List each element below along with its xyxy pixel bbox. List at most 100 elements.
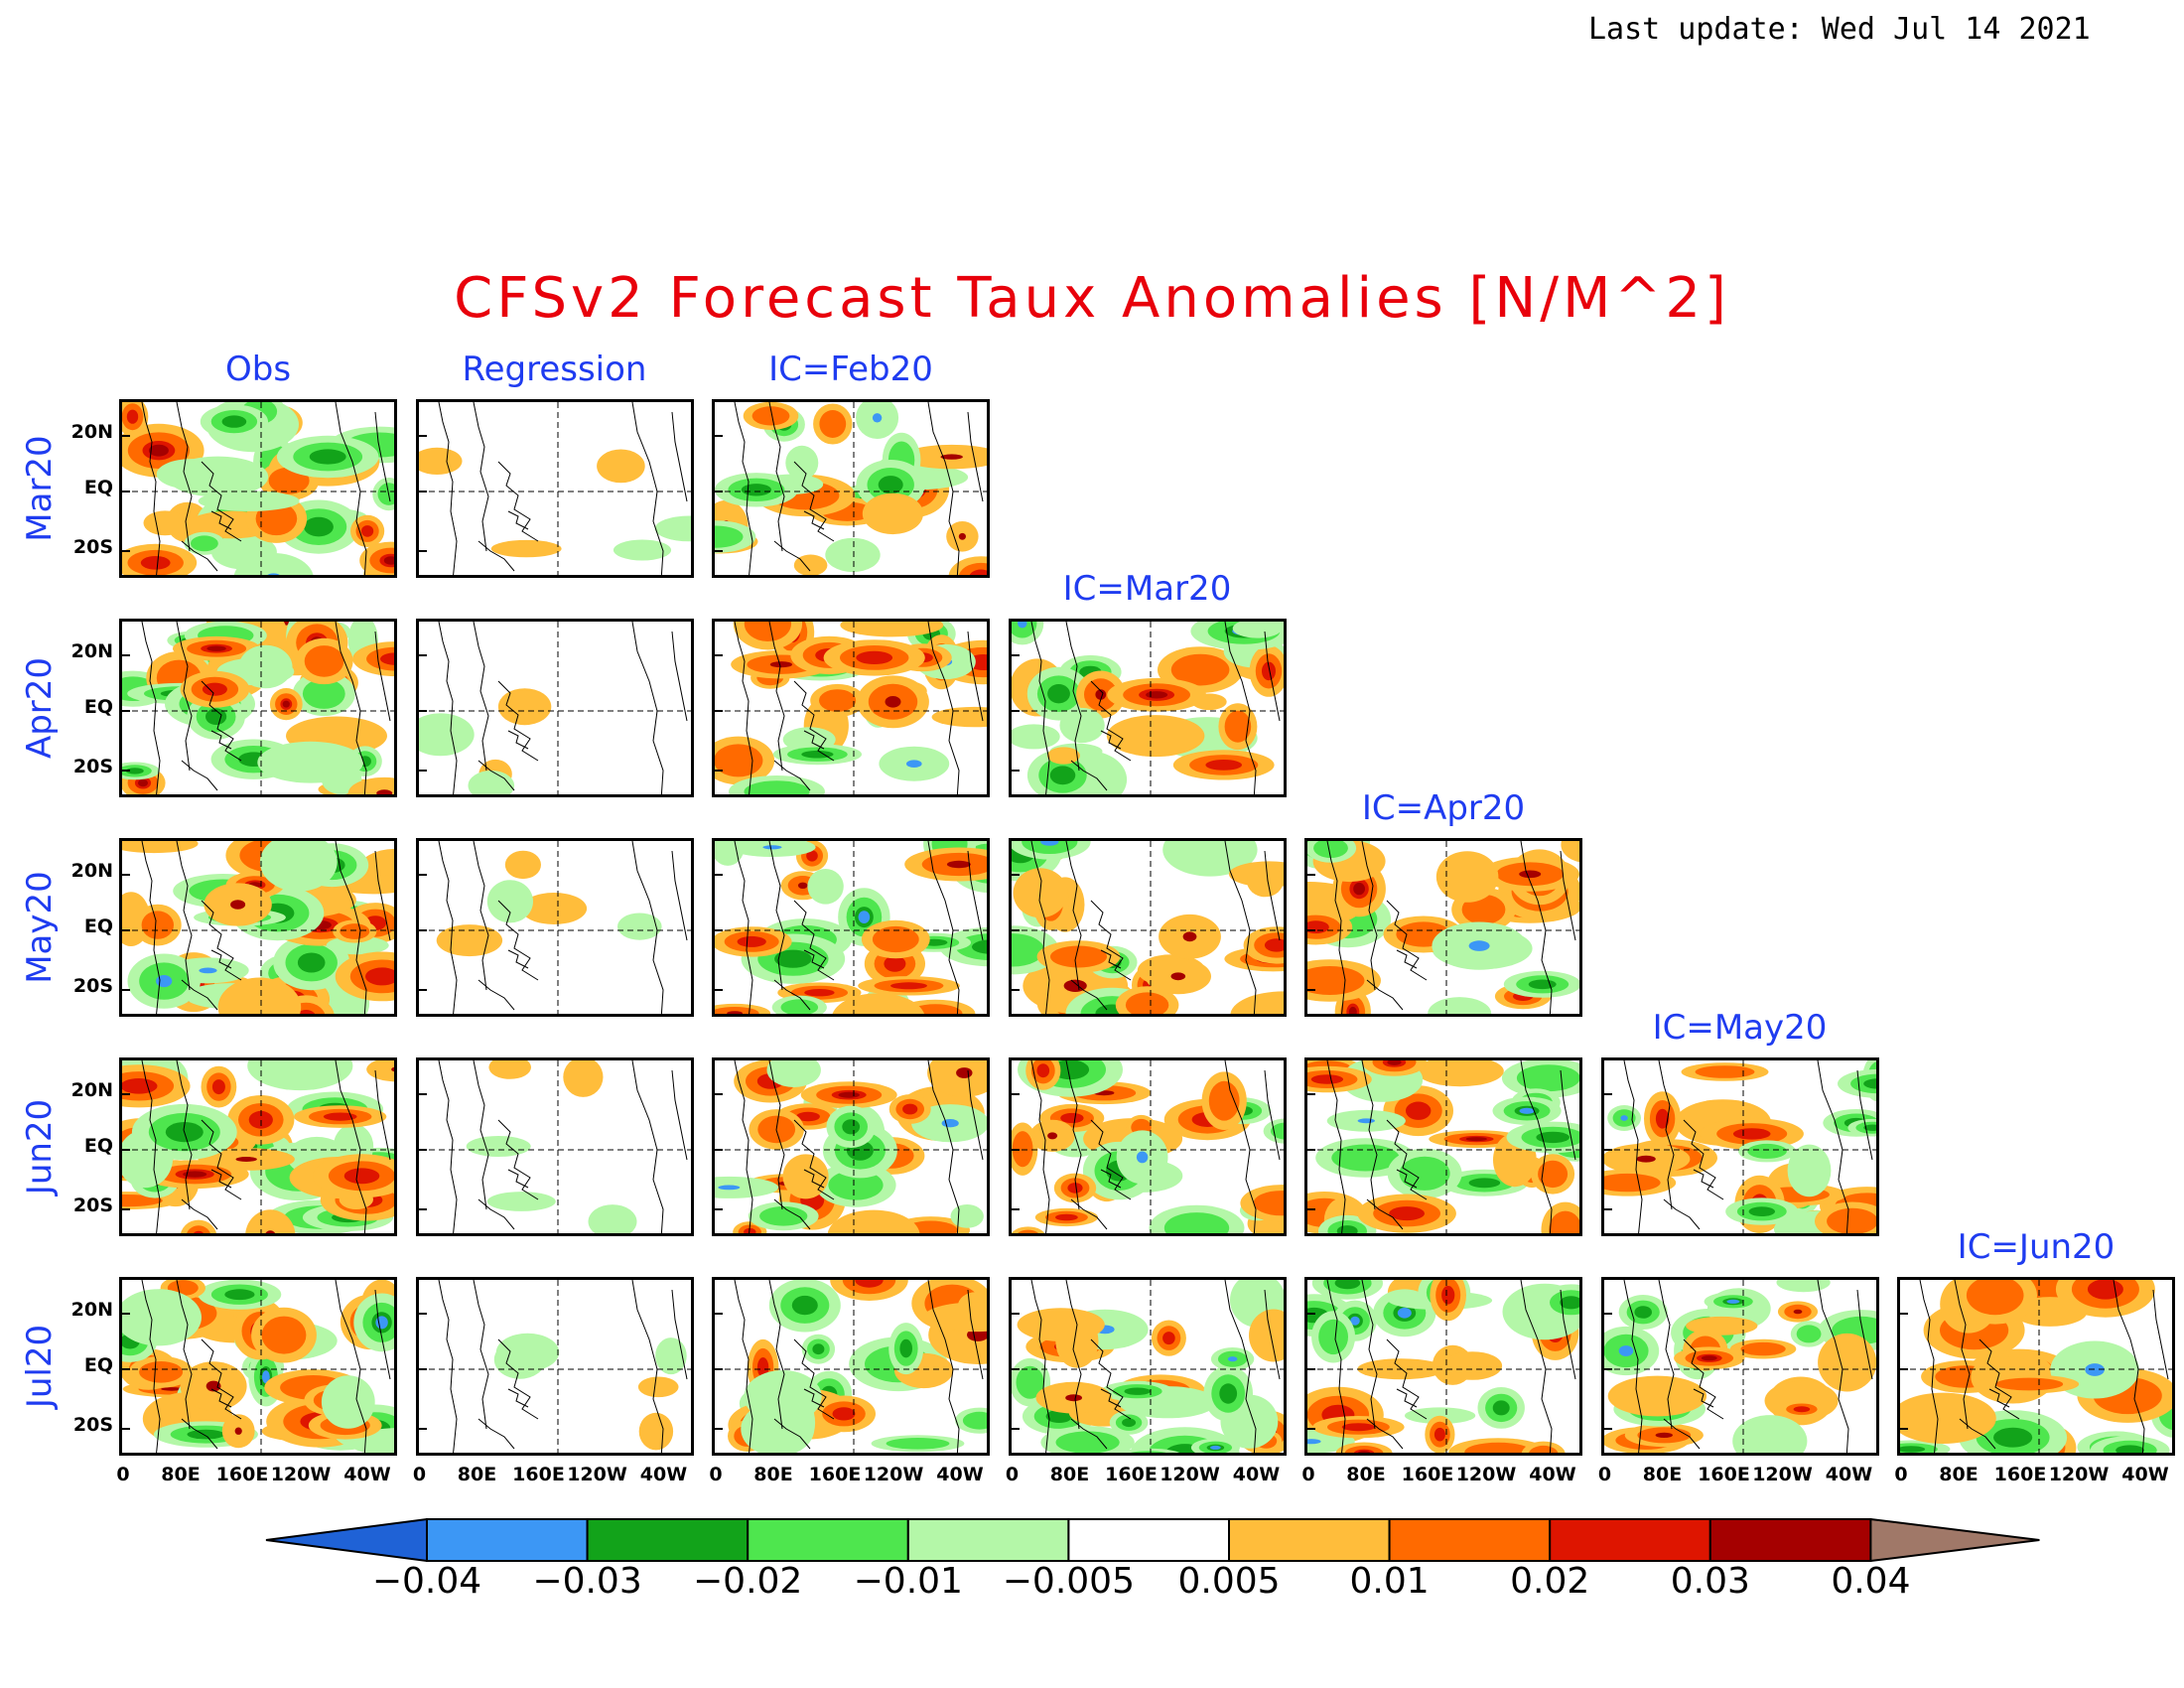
coastline	[1658, 1060, 1675, 1210]
anomaly-contour	[466, 1136, 531, 1157]
anomaly-contour	[862, 492, 923, 535]
anomaly-contour	[304, 516, 334, 537]
map-panel-may20-ic-feb20	[712, 838, 990, 1017]
anomaly-core	[267, 573, 280, 575]
colorbar-segment	[1388, 1518, 1552, 1562]
anomaly-contour	[1011, 724, 1060, 750]
anomaly-contour	[780, 999, 819, 1014]
coastline	[1090, 1119, 1131, 1200]
anomaly-core	[797, 882, 808, 889]
anomaly-contour	[1516, 1064, 1579, 1092]
x-tick-label: 80E	[753, 1464, 793, 1485]
y-tick-label: 20S	[72, 536, 113, 558]
anomaly-core	[230, 900, 246, 910]
anomaly-contour	[969, 569, 987, 575]
anomaly-contour	[899, 1338, 912, 1358]
map-panel-may20-obs	[119, 838, 397, 1017]
y-tick-label: EQ	[83, 696, 113, 718]
anomaly-contour	[122, 1078, 158, 1094]
coastline	[793, 461, 835, 542]
anomaly-contour	[1995, 1377, 2064, 1391]
row-label-mar20: Mar20	[20, 435, 60, 542]
anomaly-field	[122, 841, 394, 1014]
coastline	[1856, 1069, 1872, 1161]
anomaly-contour	[1787, 1144, 1831, 1197]
anomaly-contour	[1341, 1423, 1375, 1432]
anomaly-field	[418, 841, 691, 1014]
x-tick-label: 80E	[1642, 1464, 1683, 1485]
coastline	[1386, 1119, 1428, 1200]
y-tick-label: 20N	[70, 1079, 113, 1101]
anomaly-contour	[1059, 1112, 1084, 1124]
anomaly-contour	[1389, 1206, 1425, 1221]
anomaly-contour	[878, 476, 903, 494]
anomaly-core	[376, 789, 393, 794]
anomaly-contour	[1116, 1448, 1179, 1453]
map-panel-mar20-obs	[119, 399, 397, 578]
anomaly-contour	[217, 977, 302, 1014]
coastline	[1100, 730, 1121, 750]
coastline	[803, 1169, 825, 1189]
anomaly-core	[1039, 841, 1058, 846]
anomaly-contour	[654, 515, 691, 542]
anomaly-contour	[302, 678, 345, 709]
anomaly-field	[122, 1280, 394, 1453]
coastline	[438, 1060, 458, 1233]
coastline	[768, 1280, 785, 1430]
anomaly-contour	[238, 644, 293, 689]
anomaly-core	[183, 1171, 207, 1178]
anomaly-contour	[1246, 865, 1284, 898]
anomaly-contour	[1161, 841, 1258, 877]
coastline	[1030, 1280, 1050, 1453]
anomaly-field	[418, 1280, 691, 1453]
colorbar-tick-label: 0.03	[1670, 1561, 1750, 1602]
coastline	[631, 622, 664, 794]
coastline	[438, 841, 458, 1014]
anomaly-contour	[1318, 1319, 1348, 1355]
anomaly-contour	[490, 539, 562, 558]
anomaly-contour	[487, 1060, 531, 1079]
coastline	[478, 1418, 514, 1450]
coastline	[1326, 1280, 1346, 1453]
coastline	[1683, 1338, 1723, 1420]
coastline	[793, 1338, 835, 1420]
coastline	[141, 402, 161, 575]
coastline	[507, 1388, 528, 1408]
x-tick-label: 160E	[808, 1464, 862, 1485]
colorbar-segment	[586, 1518, 750, 1562]
colorbar-segment	[906, 1518, 1070, 1562]
anomaly-contour	[1012, 1131, 1032, 1168]
anomaly-core	[838, 1091, 860, 1098]
anomaly-contour	[637, 1376, 678, 1398]
coastline	[473, 402, 489, 552]
anomaly-contour	[785, 445, 819, 481]
coastline	[773, 979, 811, 1011]
y-tick-label: 20S	[72, 1195, 113, 1216]
map-panel-mar20-ic-feb20	[712, 399, 990, 578]
anomaly-contour	[1528, 979, 1557, 990]
anomaly-field	[715, 1280, 987, 1453]
row-label-may20: May20	[20, 871, 60, 984]
anomaly-field	[1307, 841, 1579, 1014]
anomaly-contour	[1746, 1143, 1787, 1159]
coastline	[1264, 1289, 1280, 1380]
coastline	[1366, 979, 1404, 1011]
coastline	[1090, 1338, 1131, 1420]
x-tick-label: 0	[1301, 1464, 1315, 1485]
anomaly-field	[418, 1060, 691, 1233]
anomaly-contour	[1208, 1080, 1240, 1121]
coastline	[1070, 979, 1107, 1011]
coastline	[671, 631, 687, 722]
anomaly-core	[1182, 931, 1196, 942]
anomaly-field	[122, 402, 394, 575]
anomaly-contour	[495, 1333, 559, 1371]
coastline	[210, 730, 232, 750]
anomaly-core	[1725, 1299, 1739, 1304]
anomaly-core	[906, 760, 922, 768]
anomaly-core	[1017, 622, 1026, 629]
map-panel-jul20-obs	[119, 1277, 397, 1456]
anomaly-contour	[193, 1230, 205, 1233]
column-title-ic-jun20: IC=Jun20	[1957, 1227, 2116, 1267]
anomaly-contour	[245, 1209, 296, 1233]
anomaly-contour	[1748, 1206, 1775, 1216]
